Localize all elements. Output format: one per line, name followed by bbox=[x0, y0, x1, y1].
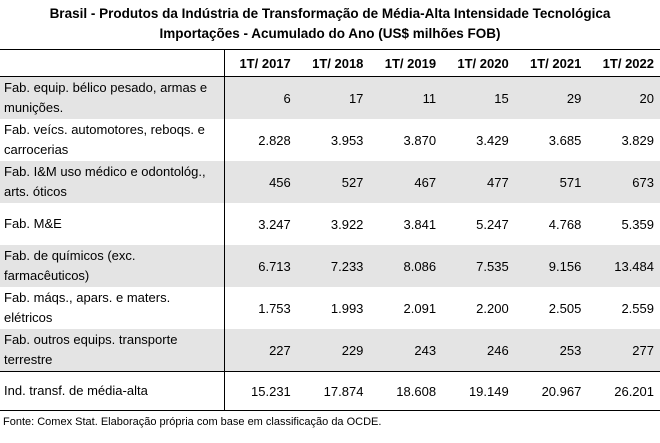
row-label: Fab. de químicos (exc. farmacêuticos) bbox=[0, 245, 225, 287]
row-value: 7.233 bbox=[296, 245, 370, 287]
row-value: 3.841 bbox=[403, 216, 437, 232]
header-row: 1T/ 2017 1T/ 2018 1T/ 2019 1T/ 2020 1T/ … bbox=[0, 49, 660, 77]
row-value: 3.429 bbox=[476, 132, 509, 148]
row-value: 6 bbox=[224, 76, 297, 119]
title-line-2: Importações - Acumulado do Ano (US$ milh… bbox=[159, 26, 501, 41]
row-value: 3.829 bbox=[621, 132, 654, 148]
row-label: Fab. outros equips. transporte terrestre bbox=[0, 329, 225, 372]
row-value: 2.559 bbox=[621, 300, 654, 316]
row-value: 477 bbox=[442, 161, 515, 203]
row-value: 7.535 bbox=[442, 245, 515, 287]
imports-table: 1T/ 2017 1T/ 2018 1T/ 2019 1T/ 2020 1T/ … bbox=[0, 49, 660, 411]
header-cell-2019: 1T/ 2019 bbox=[369, 49, 443, 77]
table-row: Fab. I&M uso médico e odontológ., arts. … bbox=[0, 161, 660, 203]
row-value: 4.768 bbox=[548, 216, 582, 232]
row-value: 20 bbox=[587, 76, 660, 119]
total-value: 19.149 bbox=[442, 371, 515, 411]
row-label: Fab. I&M uso médico e odontológ., arts. … bbox=[0, 161, 225, 203]
row-value: 673 bbox=[587, 161, 660, 203]
row-value: 571 bbox=[514, 161, 588, 203]
table-title: Brasil - Produtos da Indústria de Transf… bbox=[0, 0, 660, 44]
row-value: 467 bbox=[369, 161, 443, 203]
table-row: Fab. outros equips. transporte terrestre… bbox=[0, 329, 660, 372]
row-value: 5.247 bbox=[476, 216, 509, 232]
row-value: 3.685 bbox=[548, 132, 582, 148]
row-value: 3.953 bbox=[330, 132, 364, 148]
row-value: 2.828 bbox=[258, 132, 291, 148]
header-cell-2017: 1T/ 2017 bbox=[224, 49, 297, 77]
row-value: 2.200 bbox=[476, 300, 509, 316]
row-value: 5.359 bbox=[621, 216, 654, 232]
source-note: Fonte: Comex Stat. Elaboração própria co… bbox=[3, 416, 382, 428]
header-cell-2020: 1T/ 2020 bbox=[442, 49, 515, 77]
total-value: 20.967 bbox=[514, 371, 588, 411]
row-value: 11 bbox=[369, 76, 443, 119]
row-value: 243 bbox=[369, 329, 443, 372]
header-cell-label bbox=[0, 49, 225, 77]
row-value: 2.505 bbox=[548, 300, 582, 316]
row-value: 29 bbox=[514, 76, 588, 119]
total-row: Ind. transf. de média-alta 15.231 17.874… bbox=[0, 371, 660, 411]
row-value: 9.156 bbox=[514, 245, 588, 287]
total-value: 26.201 bbox=[587, 371, 660, 411]
row-label: Fab. veícs. automotores, reboqs. e carro… bbox=[0, 119, 225, 161]
header-cell-2022: 1T/ 2022 bbox=[587, 49, 660, 77]
row-value: 1.993 bbox=[330, 300, 364, 316]
header-cell-2021: 1T/ 2021 bbox=[514, 49, 588, 77]
row-value: 1.753 bbox=[258, 300, 291, 316]
row-value: 15 bbox=[442, 76, 515, 119]
row-value: 3.247 bbox=[258, 216, 291, 232]
title-line-1: Brasil - Produtos da Indústria de Transf… bbox=[49, 6, 611, 21]
row-value: 6.713 bbox=[224, 245, 297, 287]
row-value: 277 bbox=[587, 329, 660, 372]
table-row: Fab. equip. bélico pesado, armas e muniç… bbox=[0, 76, 660, 119]
row-value: 17 bbox=[296, 76, 370, 119]
row-value: 8.086 bbox=[369, 245, 443, 287]
row-value: 246 bbox=[442, 329, 515, 372]
total-value: 18.608 bbox=[369, 371, 443, 411]
row-value: 13.484 bbox=[587, 245, 660, 287]
total-value: 17.874 bbox=[296, 371, 370, 411]
row-value: 253 bbox=[514, 329, 588, 372]
row-value: 229 bbox=[296, 329, 370, 372]
table-row: Fab. máqs., apars. e maters. elétricos 1… bbox=[0, 287, 660, 329]
row-value: 227 bbox=[224, 329, 297, 372]
table-row: Fab. de químicos (exc. farmacêuticos) 6.… bbox=[0, 245, 660, 287]
row-value: 3.922 bbox=[330, 216, 364, 232]
row-value: 3.870 bbox=[403, 132, 437, 148]
row-value: 527 bbox=[296, 161, 370, 203]
header-cell-2018: 1T/ 2018 bbox=[296, 49, 370, 77]
total-label: Ind. transf. de média-alta bbox=[0, 371, 225, 411]
row-label: Fab. máqs., apars. e maters. elétricos bbox=[0, 287, 225, 329]
row-label: Fab. equip. bélico pesado, armas e muniç… bbox=[0, 76, 225, 119]
table-row: Fab. veícs. automotores, reboqs. e carro… bbox=[0, 119, 660, 161]
table-row: Fab. M&E 3.247 3.922 3.841 5.247 4.768 5… bbox=[0, 203, 660, 245]
row-label: Fab. M&E bbox=[0, 203, 225, 245]
row-value: 456 bbox=[224, 161, 297, 203]
total-value: 15.231 bbox=[224, 371, 297, 411]
row-value: 2.091 bbox=[403, 300, 437, 316]
